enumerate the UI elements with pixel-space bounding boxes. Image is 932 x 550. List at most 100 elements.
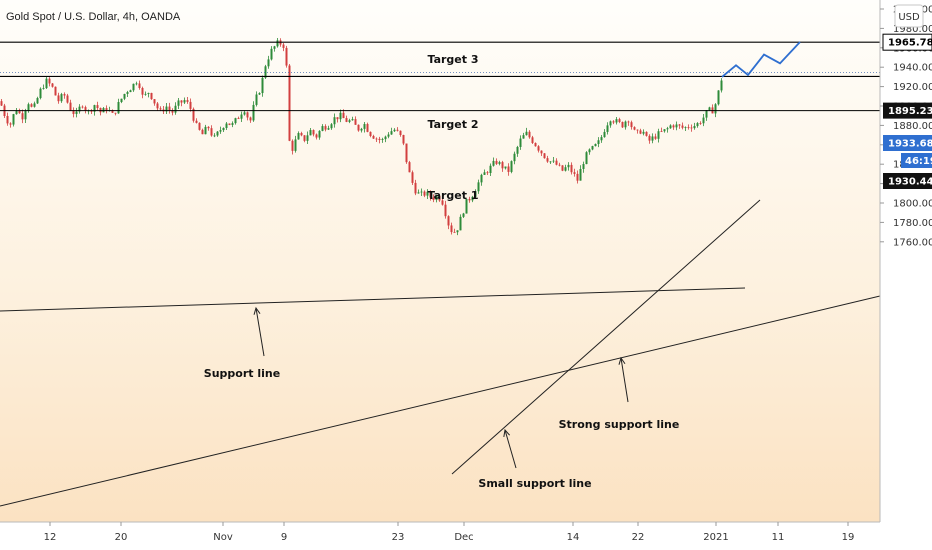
candle-body xyxy=(579,168,582,181)
candle-body xyxy=(486,172,489,174)
candle-body xyxy=(540,150,543,154)
candle-body xyxy=(114,112,117,114)
candle-body xyxy=(120,98,123,103)
candle-body xyxy=(351,119,354,121)
candle-body xyxy=(333,117,336,125)
candle-body xyxy=(6,115,9,124)
candle-body xyxy=(651,136,654,141)
small-support-line[interactable] xyxy=(451,199,761,475)
candle-body xyxy=(219,130,222,132)
projection-path[interactable] xyxy=(721,41,801,78)
candle-body xyxy=(204,126,207,135)
y-tick-label: 1800.000 xyxy=(893,199,932,210)
candle-body xyxy=(9,123,12,125)
candle-body xyxy=(408,162,411,173)
candle-body xyxy=(639,130,642,134)
candle-body xyxy=(321,126,324,131)
candle-body xyxy=(648,135,651,141)
candle-body xyxy=(93,105,96,112)
candle-body xyxy=(498,162,501,164)
candle-body xyxy=(177,100,180,106)
candle-body xyxy=(558,164,561,166)
candle-body xyxy=(294,139,297,151)
candle-body xyxy=(642,131,645,134)
candle-body xyxy=(495,160,498,164)
candle-body xyxy=(660,131,663,133)
candle-body xyxy=(132,83,135,91)
candle-body xyxy=(615,119,618,123)
price-label-target-2-box xyxy=(883,173,932,189)
candle-body xyxy=(519,138,522,147)
candle-body xyxy=(345,118,348,122)
small-support-line-label: Small support line xyxy=(478,477,591,490)
candle-body xyxy=(474,191,477,197)
candle-body xyxy=(318,130,321,138)
candle-body xyxy=(573,172,576,174)
candle-body xyxy=(546,158,549,162)
candle-body xyxy=(12,114,15,125)
candle-body xyxy=(48,78,51,84)
candle-body xyxy=(450,225,453,233)
candle-body xyxy=(195,120,198,123)
candle-body xyxy=(462,213,465,217)
y-tick-label: 1920.000 xyxy=(893,82,932,93)
candle-body xyxy=(603,131,606,138)
candle-body xyxy=(213,135,216,137)
candle-body xyxy=(180,100,183,103)
candle-body xyxy=(33,103,36,107)
small-support-arrow xyxy=(503,428,517,469)
candle-body xyxy=(0,101,3,106)
candle-body xyxy=(492,160,495,166)
candle-body xyxy=(570,164,573,173)
candle-body xyxy=(306,135,309,141)
support-line[interactable] xyxy=(0,287,746,312)
x-tick-label: 19 xyxy=(842,532,855,543)
candle-body xyxy=(237,118,240,119)
candle-body xyxy=(630,122,633,128)
candle-body xyxy=(348,120,351,122)
candle-body xyxy=(696,123,699,127)
candle-body xyxy=(675,124,678,128)
candle-body xyxy=(510,161,513,172)
y-tick-label: 1980.000 xyxy=(893,24,932,35)
candle-body xyxy=(264,66,267,78)
candle-body xyxy=(240,114,243,119)
candle-body xyxy=(249,117,252,121)
candle-body xyxy=(444,204,447,217)
candle-body xyxy=(471,196,474,201)
candle-body xyxy=(336,117,339,120)
candle-body xyxy=(504,166,507,169)
candle-body xyxy=(591,146,594,150)
candle-body xyxy=(375,138,378,140)
candle-body xyxy=(267,59,270,67)
candle-body xyxy=(255,94,258,105)
candle-body xyxy=(456,230,459,233)
candle-body xyxy=(153,99,156,104)
candle-body xyxy=(669,125,672,129)
price-label-target-1-box xyxy=(883,102,932,119)
candle-body xyxy=(582,164,585,169)
candle-body xyxy=(420,191,423,193)
support-arrow xyxy=(253,306,265,357)
y-tick-label: 1880.000 xyxy=(893,121,932,132)
candle-body xyxy=(699,123,702,124)
candle-body xyxy=(585,152,588,165)
plot-area[interactable] xyxy=(0,0,880,522)
candle-body xyxy=(189,101,192,109)
candle-body xyxy=(681,125,684,128)
strong-support-line[interactable] xyxy=(0,295,881,507)
candle-body xyxy=(549,161,552,163)
candle-body xyxy=(645,131,648,136)
candle-body xyxy=(624,121,627,128)
x-tick-label: Dec xyxy=(454,532,473,543)
candle-body xyxy=(717,90,720,105)
candle-body xyxy=(588,149,591,153)
candle-body xyxy=(432,197,435,200)
candle-body xyxy=(390,131,393,135)
candle-body xyxy=(273,46,276,49)
candle-body xyxy=(216,131,219,136)
candle-body xyxy=(57,95,60,102)
currency-box[interactable] xyxy=(894,4,924,28)
